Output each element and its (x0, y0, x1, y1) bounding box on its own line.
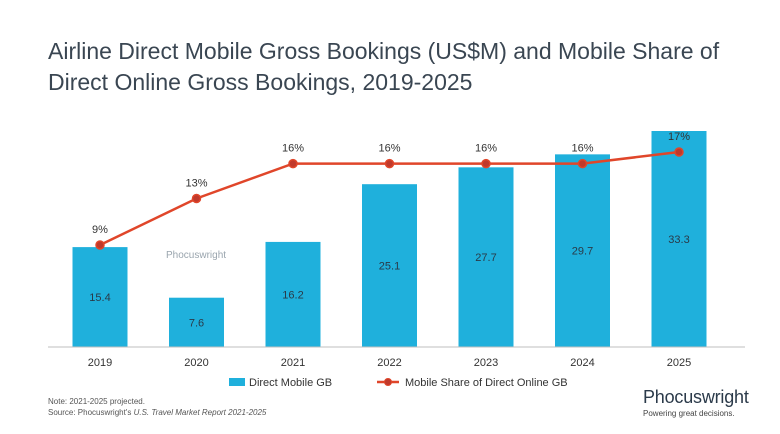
bar-2023 (458, 167, 514, 347)
chart-title: Airline Direct Mobile Gross Bookings (US… (48, 38, 720, 95)
share-label-2020: 13% (185, 178, 207, 190)
footer-source-prefix: Source: Phocuswright's (48, 408, 134, 417)
legend: Direct Mobile GB Mobile Share of Direct … (229, 377, 568, 389)
bar-2021 (265, 241, 321, 347)
footer-note: Note: 2021-2025 projected. (48, 397, 145, 406)
bar-label-2024: 29.7 (572, 246, 593, 258)
x-tick-2022: 2022 (377, 357, 401, 369)
x-tick-2024: 2024 (570, 357, 594, 369)
bar-label-2021: 16.2 (282, 289, 303, 301)
watermark: Phocuswright (166, 250, 226, 261)
x-tick-2019: 2019 (88, 357, 112, 369)
share-label-2023: 16% (475, 143, 497, 155)
brand-logo: Phocuswright Powering great decisions. (643, 387, 763, 418)
brand-tagline: Powering great decisions. (643, 409, 735, 418)
bar-label-2025: 33.3 (668, 234, 689, 246)
share-label-2019: 9% (92, 224, 108, 236)
x-tick-2021: 2021 (281, 357, 305, 369)
legend-label-line: Mobile Share of Direct Online GB (405, 377, 568, 389)
x-tick-2020: 2020 (184, 357, 208, 369)
share-label-2025: 17% (668, 131, 690, 143)
bar-series (72, 131, 707, 347)
footer-source: Source: Phocuswright's U.S. Travel Marke… (48, 407, 266, 418)
x-axis-tick-labels: 2019 2020 2021 2022 2023 2024 2025 (88, 357, 691, 369)
share-markers (95, 147, 684, 250)
legend-swatch-marker (384, 378, 392, 386)
share-marker-2025 (674, 147, 684, 157)
bar-2025 (651, 131, 707, 347)
share-marker-2022 (384, 158, 395, 169)
bar-label-2020: 7.6 (189, 317, 204, 329)
bar-2019 (72, 247, 128, 347)
share-label-2024: 16% (571, 143, 593, 155)
share-marker-2024 (577, 158, 588, 169)
share-marker-2019 (95, 240, 105, 250)
share-marker-2021 (288, 158, 298, 169)
share-marker-2023 (481, 158, 491, 169)
legend-label-bar: Direct Mobile GB (249, 377, 332, 389)
brand-name: Phocuswright (643, 387, 749, 407)
bar-value-labels: 15.4 7.6 16.2 25.1 27.7 29.7 33.3 (89, 234, 689, 329)
share-label-2022: 16% (378, 143, 400, 155)
x-tick-2025: 2025 (667, 357, 691, 369)
legend-swatch-bar (229, 378, 245, 386)
bar-2020 (169, 297, 224, 347)
x-tick-2023: 2023 (474, 357, 498, 369)
bar-label-2019: 15.4 (89, 292, 110, 304)
share-label-2021: 16% (282, 143, 304, 155)
bar-2022 (362, 184, 417, 347)
bar-2024 (555, 154, 610, 347)
bar-label-2023: 27.7 (475, 252, 496, 264)
footer-notes: Note: 2021-2025 projected. Source: Phocu… (48, 396, 266, 418)
share-marker-2020 (191, 193, 202, 204)
footer-source-title: U.S. Travel Market Report 2021-2025 (133, 408, 267, 417)
bar-label-2022: 25.1 (379, 261, 400, 273)
share-value-labels: 9% 13% 16% 16% 16% 16% 17% (92, 131, 690, 236)
